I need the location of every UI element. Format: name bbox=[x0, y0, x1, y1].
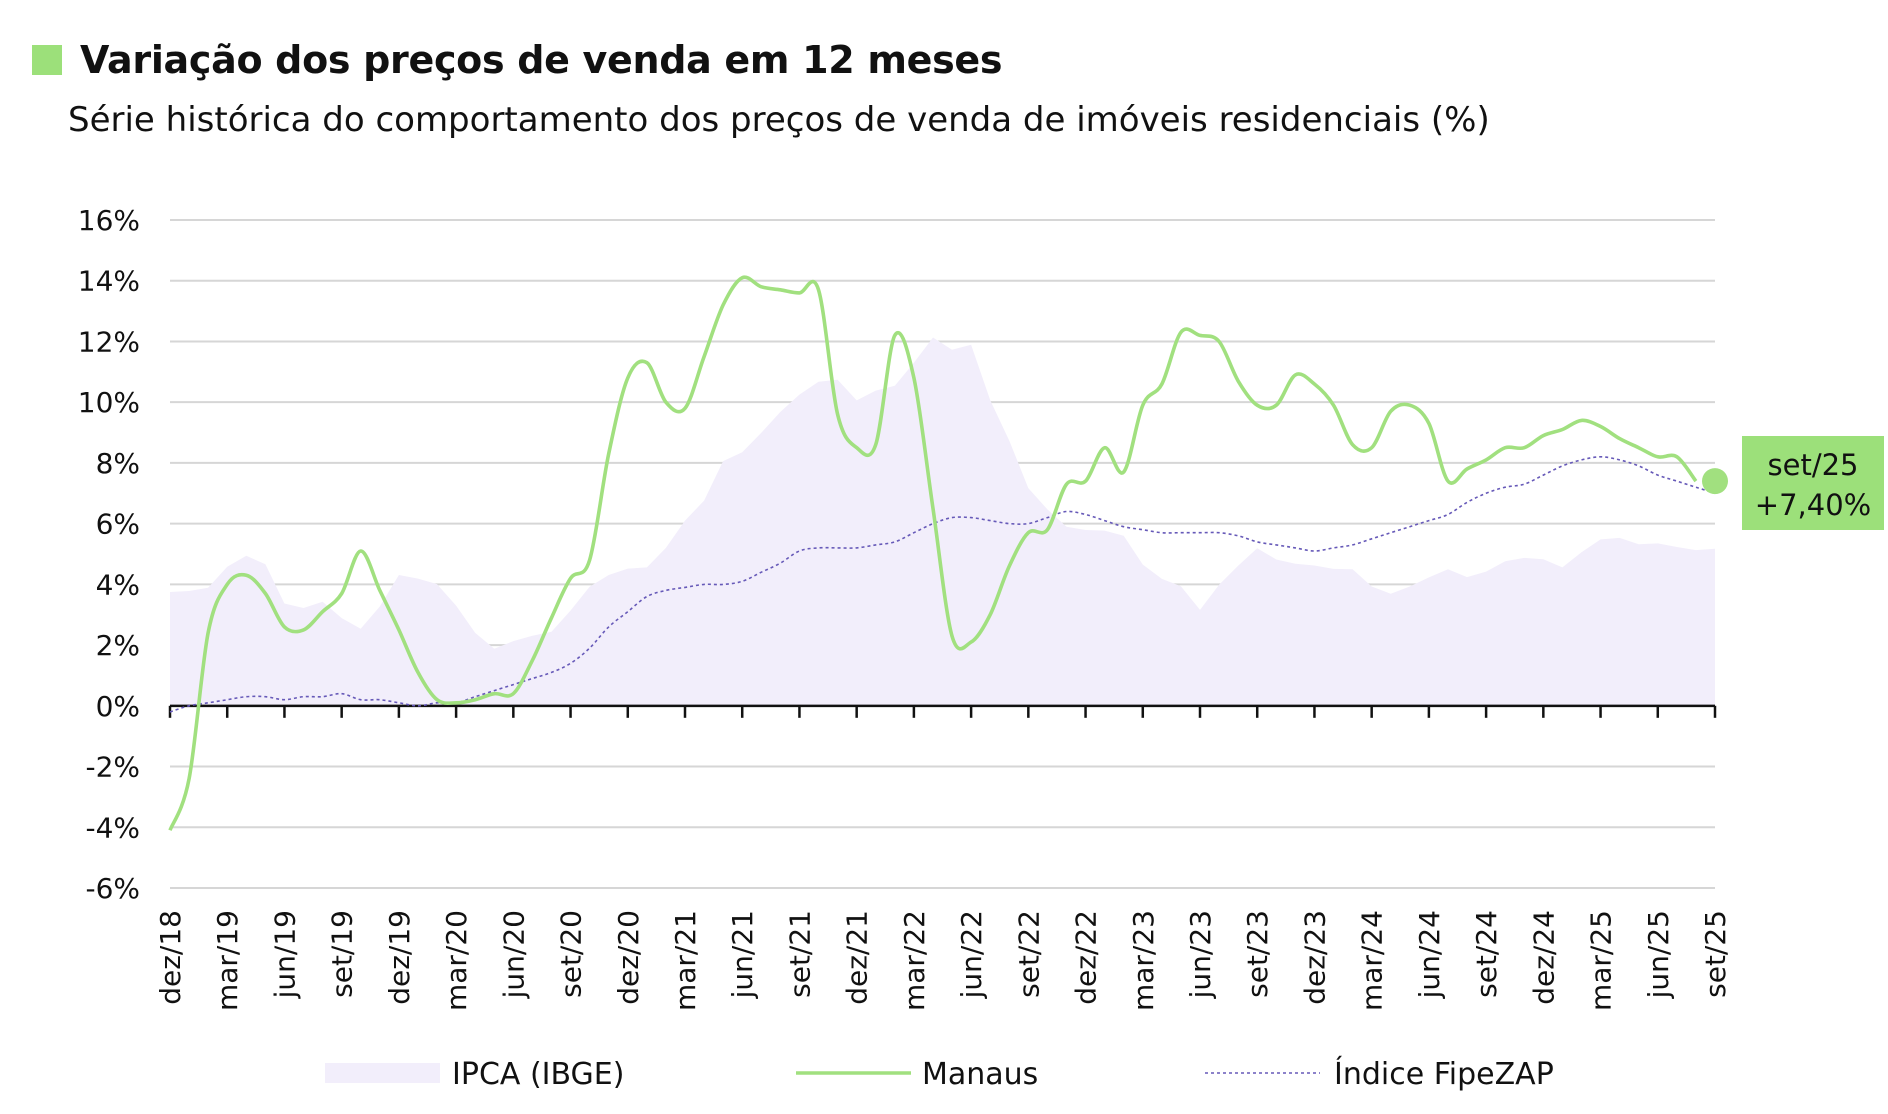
x-tick-label: mar/21 bbox=[669, 910, 702, 1011]
y-tick-labels: 16% 14% 12% 10% 8% 6% 4% 2% 0% -2% -4% -6% bbox=[78, 204, 140, 905]
x-tick-label: set/22 bbox=[1012, 910, 1045, 998]
chart-legend[interactable]: IPCA (IBGE) Manaus Índice FipeZAP bbox=[325, 1056, 1554, 1092]
y-tick-label: -6% bbox=[85, 872, 140, 905]
x-tick-label: mar/20 bbox=[440, 910, 473, 1011]
ipca-area-layer bbox=[170, 337, 1715, 706]
ipca-area bbox=[170, 337, 1715, 706]
legend-item[interactable]: IPCA (IBGE) bbox=[325, 1057, 624, 1092]
x-tick-label: set/23 bbox=[1241, 910, 1274, 998]
y-tick-label: 4% bbox=[96, 568, 140, 601]
last-value-callout: set/25 +7,40% bbox=[1702, 436, 1884, 530]
legend-item[interactable]: Manaus bbox=[796, 1057, 1038, 1092]
y-tick-label: 12% bbox=[78, 325, 140, 358]
zero-axis-layer bbox=[168, 704, 1717, 718]
chart-title: Variação dos preços de venda em 12 meses bbox=[80, 38, 1003, 82]
legend-item[interactable]: Índice FipeZAP bbox=[1205, 1056, 1554, 1092]
title-block: Variação dos preços de venda em 12 meses bbox=[32, 34, 1003, 86]
x-tick-label: set/24 bbox=[1470, 910, 1503, 998]
y-tick-label: 10% bbox=[78, 386, 140, 419]
legend-label: IPCA (IBGE) bbox=[452, 1057, 624, 1092]
fipezap-line bbox=[169, 455, 1716, 713]
x-tick-label: set/20 bbox=[555, 910, 588, 998]
x-tick-label: jun/24 bbox=[1413, 910, 1446, 999]
callout-value: +7,40% bbox=[1755, 488, 1871, 522]
y-tick-label: 16% bbox=[78, 204, 140, 237]
x-tick-label: set/19 bbox=[326, 910, 359, 998]
x-tick-label: jun/21 bbox=[726, 910, 759, 999]
x-tick-label: dez/21 bbox=[841, 910, 874, 1005]
x-tick-labels: dez/18 mar/19 jun/19 set/19 dez/19 mar/20 jun/… bbox=[154, 910, 1732, 1011]
x-tick-label: mar/22 bbox=[898, 910, 931, 1011]
x-tick-label: mar/25 bbox=[1585, 910, 1618, 1011]
legend-label: Manaus bbox=[922, 1057, 1038, 1092]
y-tick-label: -2% bbox=[85, 751, 140, 784]
x-tick-label: mar/24 bbox=[1356, 910, 1389, 1011]
x-tick-label: dez/18 bbox=[154, 910, 187, 1005]
last-value-marker bbox=[1702, 468, 1728, 495]
y-tick-label: 0% bbox=[96, 690, 140, 723]
x-tick-label: set/21 bbox=[783, 910, 816, 998]
x-tick-label: jun/23 bbox=[1184, 910, 1217, 999]
x-tick-label: jun/19 bbox=[268, 910, 301, 999]
x-tick-label: mar/23 bbox=[1127, 910, 1160, 1011]
chart-subtitle: Série histórica do comportamento dos pre… bbox=[68, 100, 1490, 140]
manaus-line bbox=[168, 275, 1698, 832]
series-lines-layer bbox=[168, 275, 1716, 832]
callout-box bbox=[1742, 436, 1884, 530]
x-tick-label: jun/22 bbox=[955, 910, 988, 999]
y-tick-label: 6% bbox=[96, 508, 140, 541]
callout-date: set/25 bbox=[1768, 448, 1859, 482]
x-tick-label: set/25 bbox=[1699, 910, 1732, 998]
y-tick-label: 8% bbox=[96, 447, 140, 480]
x-tick-label: dez/20 bbox=[612, 910, 645, 1005]
y-tick-label: 14% bbox=[78, 265, 140, 298]
y-tick-label: -4% bbox=[85, 811, 140, 844]
x-tick-label: dez/24 bbox=[1527, 910, 1560, 1005]
x-tick-label: dez/23 bbox=[1298, 910, 1331, 1005]
x-tick-label: jun/25 bbox=[1642, 910, 1675, 999]
legend-swatch-ipca bbox=[325, 1063, 440, 1083]
x-tick-label: dez/19 bbox=[383, 910, 416, 1005]
x-tick-label: mar/19 bbox=[211, 910, 244, 1011]
title-accent-square bbox=[32, 45, 62, 75]
x-tick-label: dez/22 bbox=[1070, 910, 1103, 1005]
y-tick-label: 2% bbox=[96, 629, 140, 662]
legend-label: Índice FipeZAP bbox=[1334, 1056, 1554, 1092]
x-tick-label: jun/20 bbox=[497, 910, 530, 999]
